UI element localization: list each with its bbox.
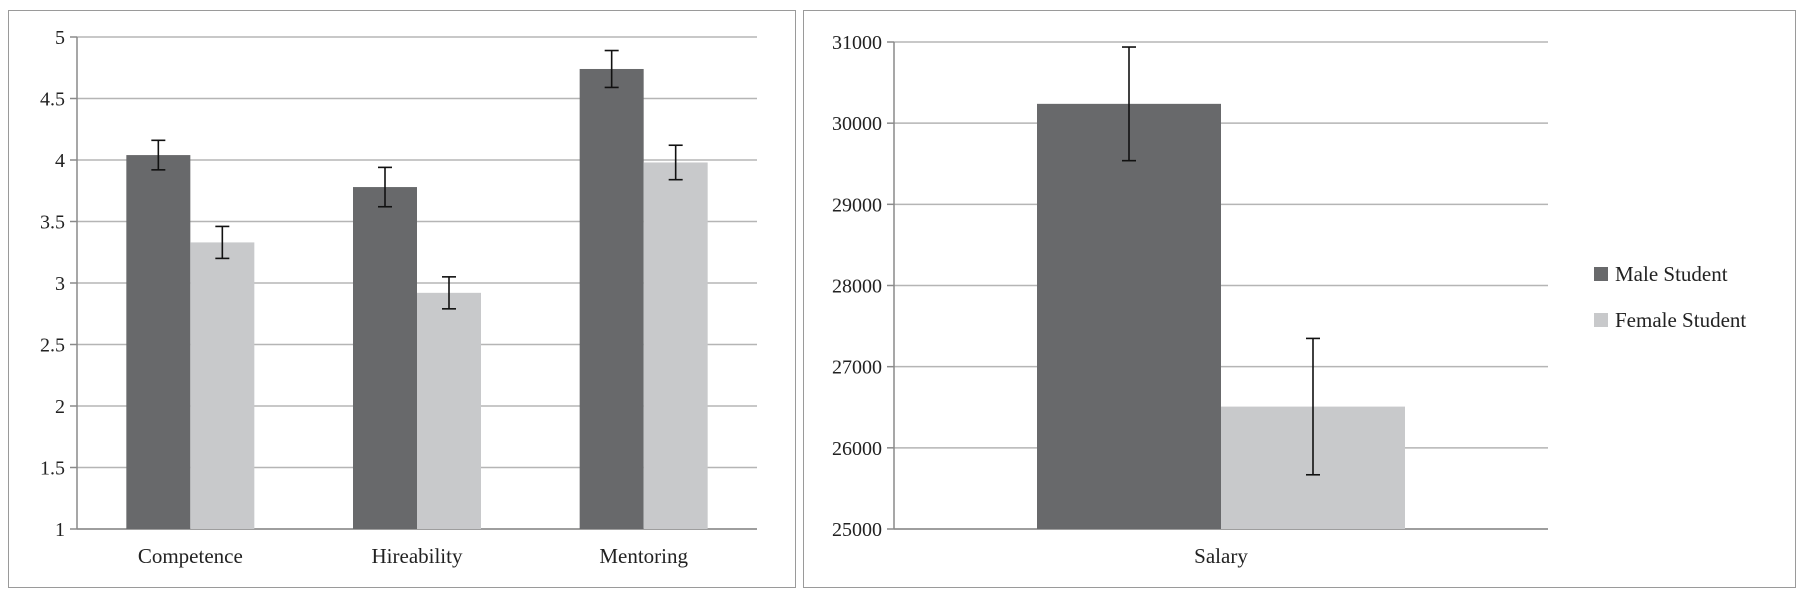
- y-tick-label: 29000: [832, 194, 882, 216]
- y-tick-label: 4.5: [40, 89, 65, 111]
- y-tick-label: 30000: [832, 113, 882, 135]
- y-tick-label: 1: [55, 519, 65, 541]
- bar: [126, 155, 191, 529]
- bar: [1037, 103, 1221, 529]
- legend-swatch: [1594, 267, 1608, 281]
- legend-label: Male Student: [1615, 262, 1728, 286]
- x-category-label: Salary: [1194, 544, 1248, 568]
- left-chart-panel: 1 1.5 2 2.5 3 3.5 4 4.5 5 Competence Hireability Me…: [8, 10, 796, 588]
- y-tick-label: 5: [55, 27, 65, 49]
- legend-label: Female Student: [1615, 308, 1746, 332]
- legend-swatch: [1594, 313, 1608, 327]
- y-tick-label: 28000: [832, 276, 882, 298]
- bar: [643, 162, 708, 529]
- bar: [579, 68, 644, 530]
- y-tick-label: 2.5: [40, 335, 65, 357]
- bar: [417, 292, 481, 529]
- y-tick-label: 2: [55, 396, 65, 418]
- y-tick-label: 27000: [832, 357, 882, 379]
- y-tick-label: 31000: [832, 32, 882, 54]
- y-tick-label: 25000: [832, 519, 882, 541]
- left-bar-chart: 1 1.5 2 2.5 3 3.5 4 4.5 5 Competence Hireability Me…: [40, 27, 757, 568]
- y-tick-label: 3.5: [40, 212, 65, 234]
- y-tick-label: 26000: [832, 438, 882, 460]
- bar: [190, 242, 255, 529]
- bar: [353, 187, 417, 529]
- x-category-label: Competence: [138, 544, 243, 568]
- y-tick-label: 3: [55, 273, 65, 295]
- y-tick-label: 1.5: [40, 458, 65, 480]
- y-tick-label: 4: [55, 150, 65, 172]
- x-category-label: Hireability: [372, 544, 463, 568]
- right-bar-chart: 25000 26000 27000 28000 29000 30000 31000 Salar…: [832, 32, 1746, 568]
- right-chart-panel: 25000 26000 27000 28000 29000 30000 31000 Salar…: [803, 10, 1796, 588]
- x-category-label: Mentoring: [599, 544, 688, 568]
